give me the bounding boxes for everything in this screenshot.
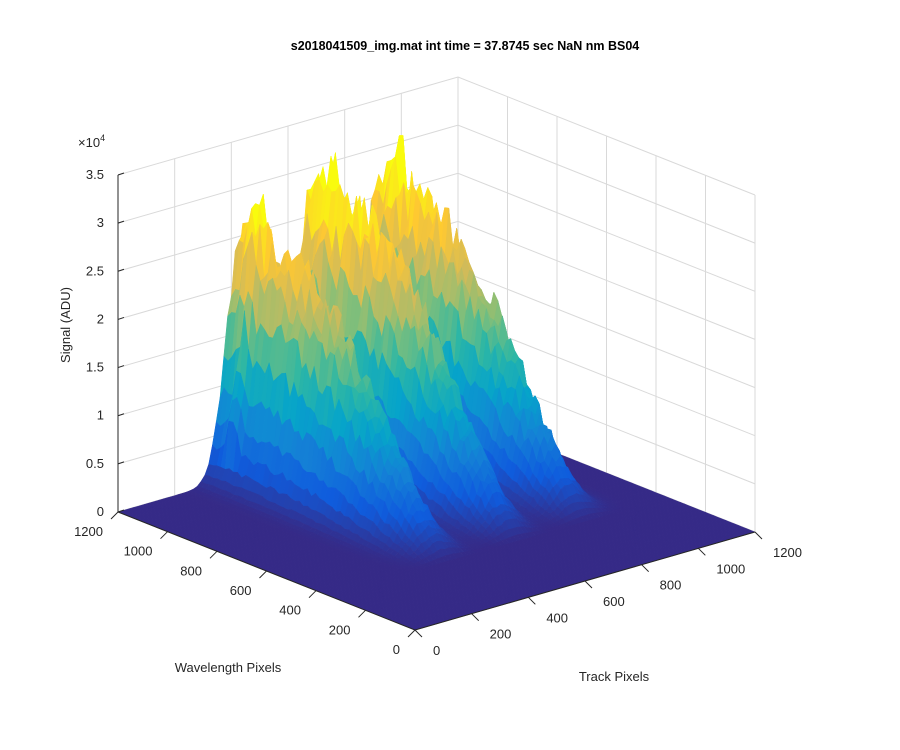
surface-plot — [117, 135, 756, 631]
chart-title: s2018041509_img.mat int time = 37.8745 s… — [291, 39, 640, 53]
